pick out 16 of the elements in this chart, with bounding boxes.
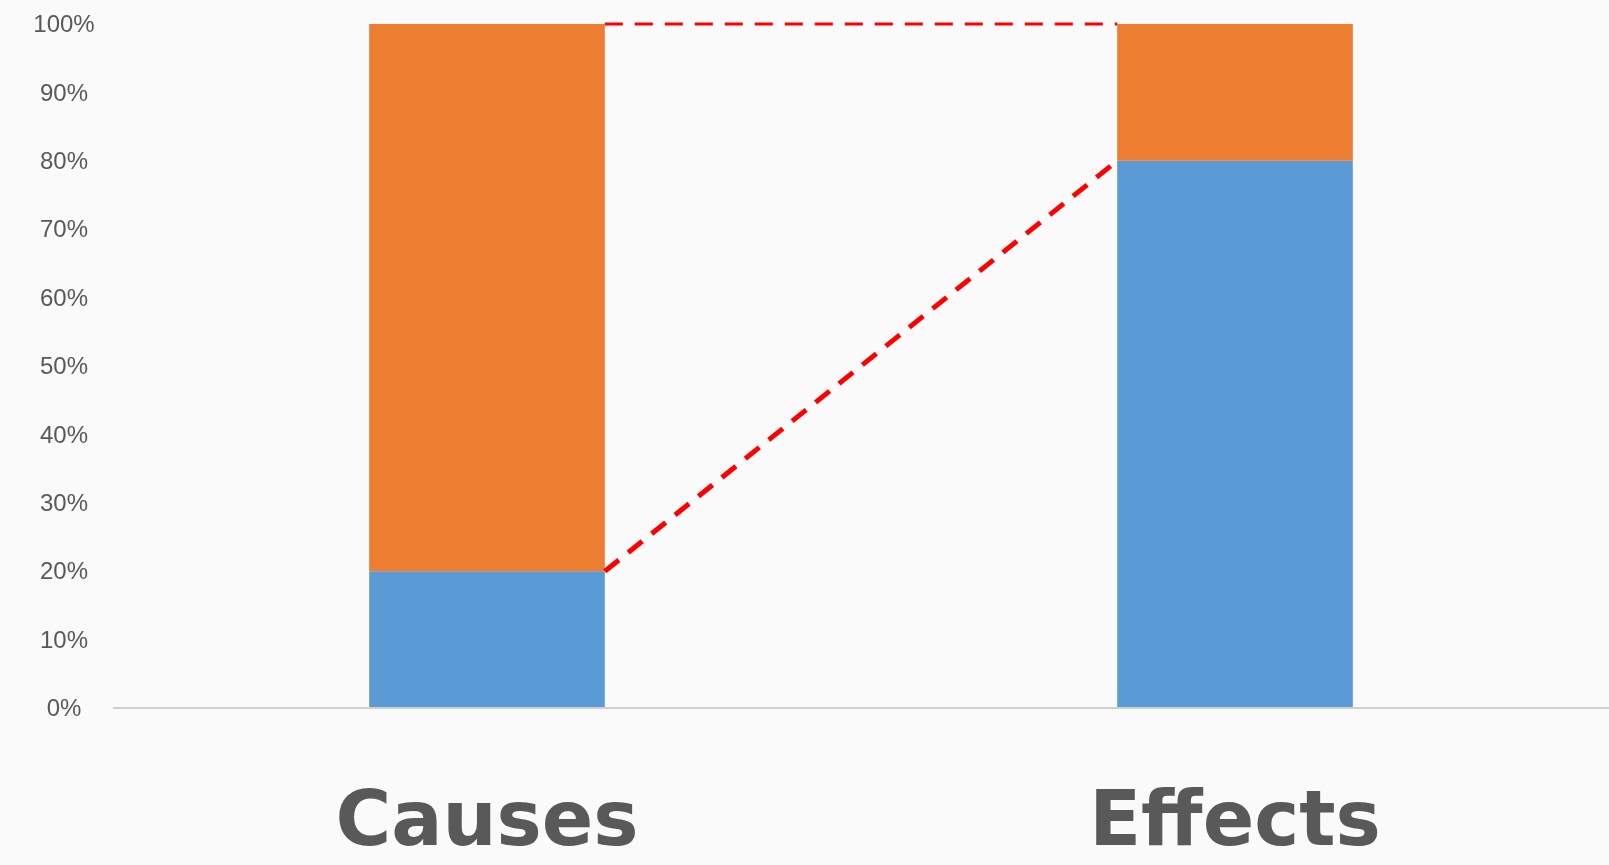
y-tick-label: 80%: [39, 146, 89, 174]
y-tick-label: 30%: [39, 488, 89, 516]
y-tick-label: 70%: [39, 215, 89, 243]
y-tick-label: 20%: [39, 557, 89, 585]
bar: [1117, 160, 1353, 708]
x-tick-label: Causes: [335, 774, 639, 863]
y-tick-label: 50%: [39, 352, 89, 380]
y-tick-label: 90%: [39, 78, 89, 106]
bar: [1117, 24, 1353, 161]
x-tick-label: Effects: [1089, 774, 1381, 863]
y-tick-label: 40%: [39, 420, 89, 448]
y-tick-label: 10%: [39, 625, 89, 653]
y-tick-label: 100%: [33, 10, 95, 38]
y-tick-label: 0%: [46, 694, 82, 722]
y-tick-label: 60%: [39, 283, 89, 311]
bar: [369, 571, 605, 708]
